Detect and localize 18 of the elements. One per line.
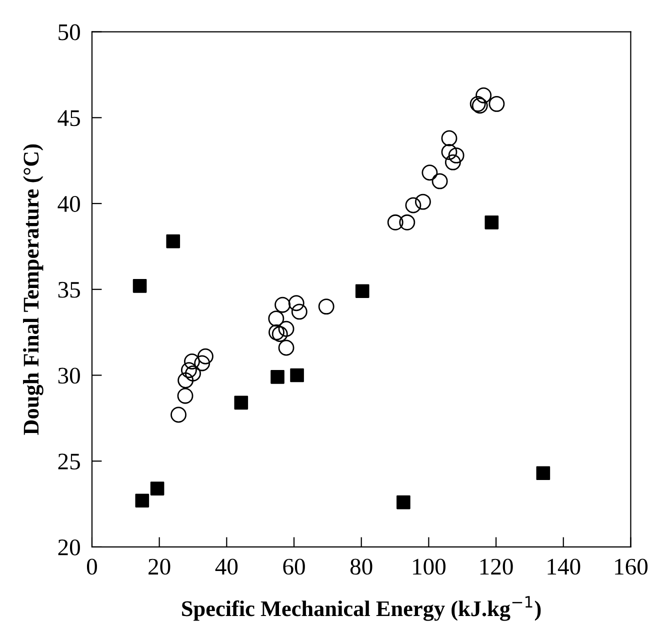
y-tick-label: 20	[58, 539, 80, 556]
x-tick-label: 40	[215, 558, 238, 575]
y-tick-label: 35	[58, 282, 80, 298]
x-tick-label: 160	[615, 558, 648, 575]
x-tick-label: 120	[480, 558, 513, 575]
x-tick-label: 0	[86, 558, 97, 575]
y-tick-label: 45	[58, 110, 80, 126]
x-axis-title: Specific Mechanical Energy (kJ.kg$^{−1}$)	[182, 596, 541, 621]
y-tick-label: 25	[58, 454, 80, 470]
x-tick-label: 80	[350, 558, 372, 575]
y-tick-label: 30	[58, 368, 80, 384]
x-tick-label: 100	[413, 558, 446, 575]
y-tick-label: 50	[58, 24, 80, 40]
y-axis-title: Dough Final Temperature (°C)	[23, 144, 44, 435]
x-tick-label: 60	[283, 558, 305, 575]
y-tick-label: 40	[58, 196, 80, 212]
x-tick-label: 20	[148, 558, 170, 575]
x-tick-label: 140	[548, 558, 580, 575]
